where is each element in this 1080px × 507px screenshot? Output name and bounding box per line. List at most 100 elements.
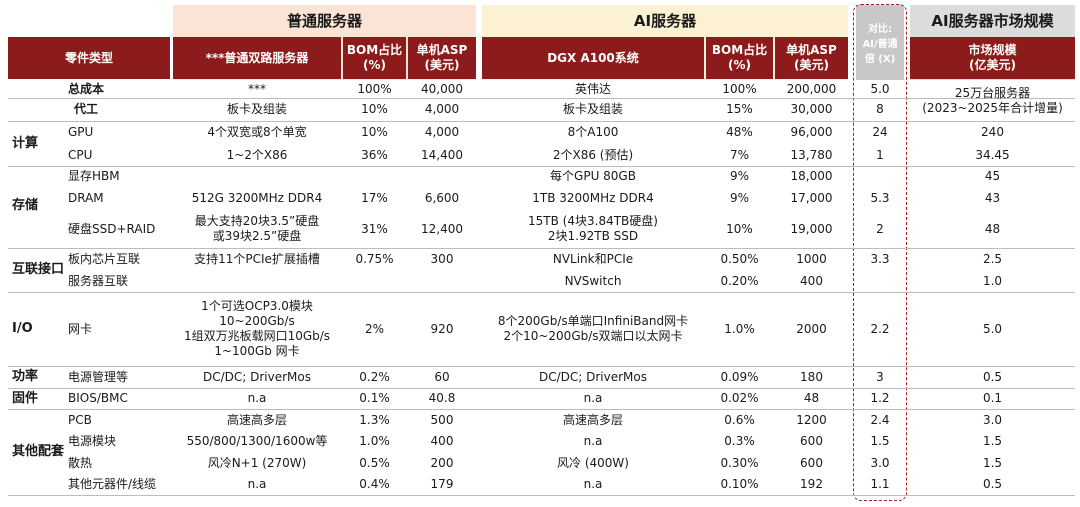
row-12-part: PCB bbox=[68, 412, 92, 427]
row-14-market: 1.5 bbox=[982, 455, 1003, 470]
row-4-a-asp: 18,000 bbox=[790, 169, 833, 183]
row-3-g-bom: 36% bbox=[361, 147, 388, 162]
row-separator bbox=[8, 409, 1075, 410]
header-general-model: ***普通双路服务器 bbox=[173, 37, 341, 79]
row-9-g-model: 1个可选OCP3.0模块 10~200Gb/s 1组双万兆板载网口10Gb/s … bbox=[183, 299, 331, 358]
row-8-market: 1.0 bbox=[982, 273, 1003, 288]
row-6-a-bom: 10% bbox=[726, 221, 753, 236]
row-6-a-model: 15TB (4块3.84TB硬盘) 2块1.92TB SSD bbox=[528, 214, 658, 243]
row-0-market: 25万台服务器 (2023~2025年合计增量) bbox=[922, 85, 1063, 115]
row-12-g-bom: 1.3% bbox=[359, 412, 390, 427]
row-11-g-asp: 40.8 bbox=[428, 391, 456, 405]
row-8-g-bom bbox=[343, 270, 406, 292]
row-8-a-bom: 0.20% bbox=[720, 273, 759, 288]
row-2-ratio: 24 bbox=[872, 125, 888, 139]
row-14-g-bom: 0.5% bbox=[359, 455, 390, 470]
row-6-g-asp: 12,400 bbox=[421, 221, 463, 236]
row-3-ratio: 1 bbox=[876, 147, 884, 162]
row-9-part: 网卡 bbox=[68, 321, 93, 336]
row-6-a-asp: 19,000 bbox=[790, 221, 833, 236]
row-4-g-bom bbox=[343, 166, 406, 187]
row-5-part: DRAM bbox=[68, 191, 104, 205]
row-9-ratio: 2.2 bbox=[870, 321, 890, 336]
row-6-ratio: 2 bbox=[876, 221, 884, 236]
row-10-a-bom: 0.09% bbox=[720, 369, 759, 384]
row-6-market: 48 bbox=[984, 221, 1001, 236]
row-7-a-asp: 1000 bbox=[796, 251, 827, 266]
row-15-market: 0.5 bbox=[982, 477, 1003, 491]
row-13-a-bom: 0.3% bbox=[724, 434, 755, 448]
header-ai-bom: BOM占比 (%) bbox=[706, 37, 773, 79]
row-14-part: 散热 bbox=[68, 455, 93, 470]
row-13-a-asp: 600 bbox=[800, 434, 823, 448]
row-separator bbox=[8, 388, 1075, 389]
row-5-g-model: 512G 3200MHz DDR4 bbox=[191, 191, 323, 205]
group-label-power: 功率 bbox=[12, 369, 39, 384]
row-12-market: 3.0 bbox=[982, 412, 1003, 427]
row-3-a-model: 2个X86 (预估) bbox=[552, 147, 634, 162]
row-9-a-asp: 2000 bbox=[796, 321, 827, 336]
row-7-g-bom: 0.75% bbox=[355, 251, 394, 266]
row-11-a-bom: 0.02% bbox=[720, 391, 759, 405]
row-13-g-bom: 1.0% bbox=[359, 434, 390, 448]
row-4-a-bom: 9% bbox=[729, 169, 750, 183]
row-0-a-asp: 200,000 bbox=[786, 81, 837, 96]
row-7-ratio: 3.3 bbox=[870, 251, 890, 266]
row-9-g-asp: 920 bbox=[430, 321, 454, 336]
row-5-a-asp: 17,000 bbox=[790, 191, 833, 205]
row-14-g-asp: 200 bbox=[430, 455, 454, 470]
row-2-a-model: 8个A100 bbox=[567, 125, 619, 139]
row-15-g-model: n.a bbox=[247, 477, 267, 491]
row-8-ratio bbox=[856, 270, 904, 292]
row-5-a-bom: 9% bbox=[729, 191, 750, 205]
row-3-a-asp: 13,780 bbox=[790, 147, 833, 162]
row-2-a-asp: 96,000 bbox=[790, 125, 833, 139]
row-separator bbox=[8, 98, 1075, 99]
row-10-part: 电源管理等 bbox=[68, 369, 129, 384]
row-1-a-bom: 15% bbox=[726, 102, 753, 116]
row-13-g-model: 550/800/1300/1600w等 bbox=[186, 434, 328, 448]
row-11-part: BIOS/BMC bbox=[68, 391, 128, 405]
row-3-market: 34.45 bbox=[975, 147, 1010, 162]
row-4-g-asp bbox=[408, 166, 476, 187]
row-10-ratio: 3 bbox=[876, 369, 884, 384]
header-part-type: 零件类型 bbox=[8, 37, 170, 79]
band-ratio-bg bbox=[856, 5, 904, 80]
row-2-g-model: 4个双宽或8个单宽 bbox=[207, 125, 307, 139]
row-0-ratio: 5.0 bbox=[870, 81, 890, 96]
row-15-a-asp: 192 bbox=[800, 477, 823, 491]
row-7-a-bom: 0.50% bbox=[720, 251, 759, 266]
row-0-g-model: *** bbox=[248, 81, 266, 96]
row-4-a-model: 每个GPU 80GB bbox=[550, 169, 636, 183]
row-15-g-asp: 179 bbox=[430, 477, 454, 491]
band-market-title: AI服务器市场规模 bbox=[931, 12, 1054, 30]
row-1-g-bom: 10% bbox=[361, 102, 388, 116]
row-separator bbox=[8, 121, 1075, 122]
row-6-g-bom: 31% bbox=[361, 221, 388, 236]
row-7-g-model: 支持11个PCIe扩展插槽 bbox=[194, 251, 320, 266]
row-3-part: CPU bbox=[68, 147, 93, 162]
row-12-a-model: 高速高多层 bbox=[562, 412, 623, 427]
group-label-interconnect: 互联接口 bbox=[12, 262, 65, 277]
row-1-part: 代工 bbox=[74, 102, 99, 116]
row-15-g-bom: 0.4% bbox=[359, 477, 390, 491]
row-15-a-bom: 0.10% bbox=[720, 477, 759, 491]
row-7-a-model: NVLink和PCIe bbox=[552, 251, 634, 266]
row-2-g-asp: 4,000 bbox=[424, 125, 460, 139]
group-label-storage: 存储 bbox=[12, 198, 39, 213]
row-13-g-asp: 400 bbox=[430, 434, 454, 448]
row-11-g-model: n.a bbox=[247, 391, 267, 405]
row-14-g-model: 风冷N+1 (270W) bbox=[207, 455, 307, 470]
row-14-a-bom: 0.30% bbox=[720, 455, 759, 470]
group-label-other: 其他配套 bbox=[12, 443, 65, 459]
row-separator bbox=[8, 495, 1075, 496]
row-15-a-model: n.a bbox=[583, 477, 603, 491]
row-8-a-asp: 400 bbox=[800, 273, 823, 288]
header-market: 市场规模 (亿美元) bbox=[910, 37, 1075, 79]
row-7-market: 2.5 bbox=[982, 251, 1003, 266]
group-label-firmware: 固件 bbox=[12, 390, 39, 406]
row-0-a-model: 英伟达 bbox=[574, 81, 611, 96]
row-10-a-model: DC/DC; DriverMos bbox=[538, 369, 647, 384]
row-6-g-model: 最大支持20块3.5”硬盘 或39块2.5”硬盘 bbox=[194, 214, 320, 243]
row-0-a-bom: 100% bbox=[722, 81, 757, 96]
